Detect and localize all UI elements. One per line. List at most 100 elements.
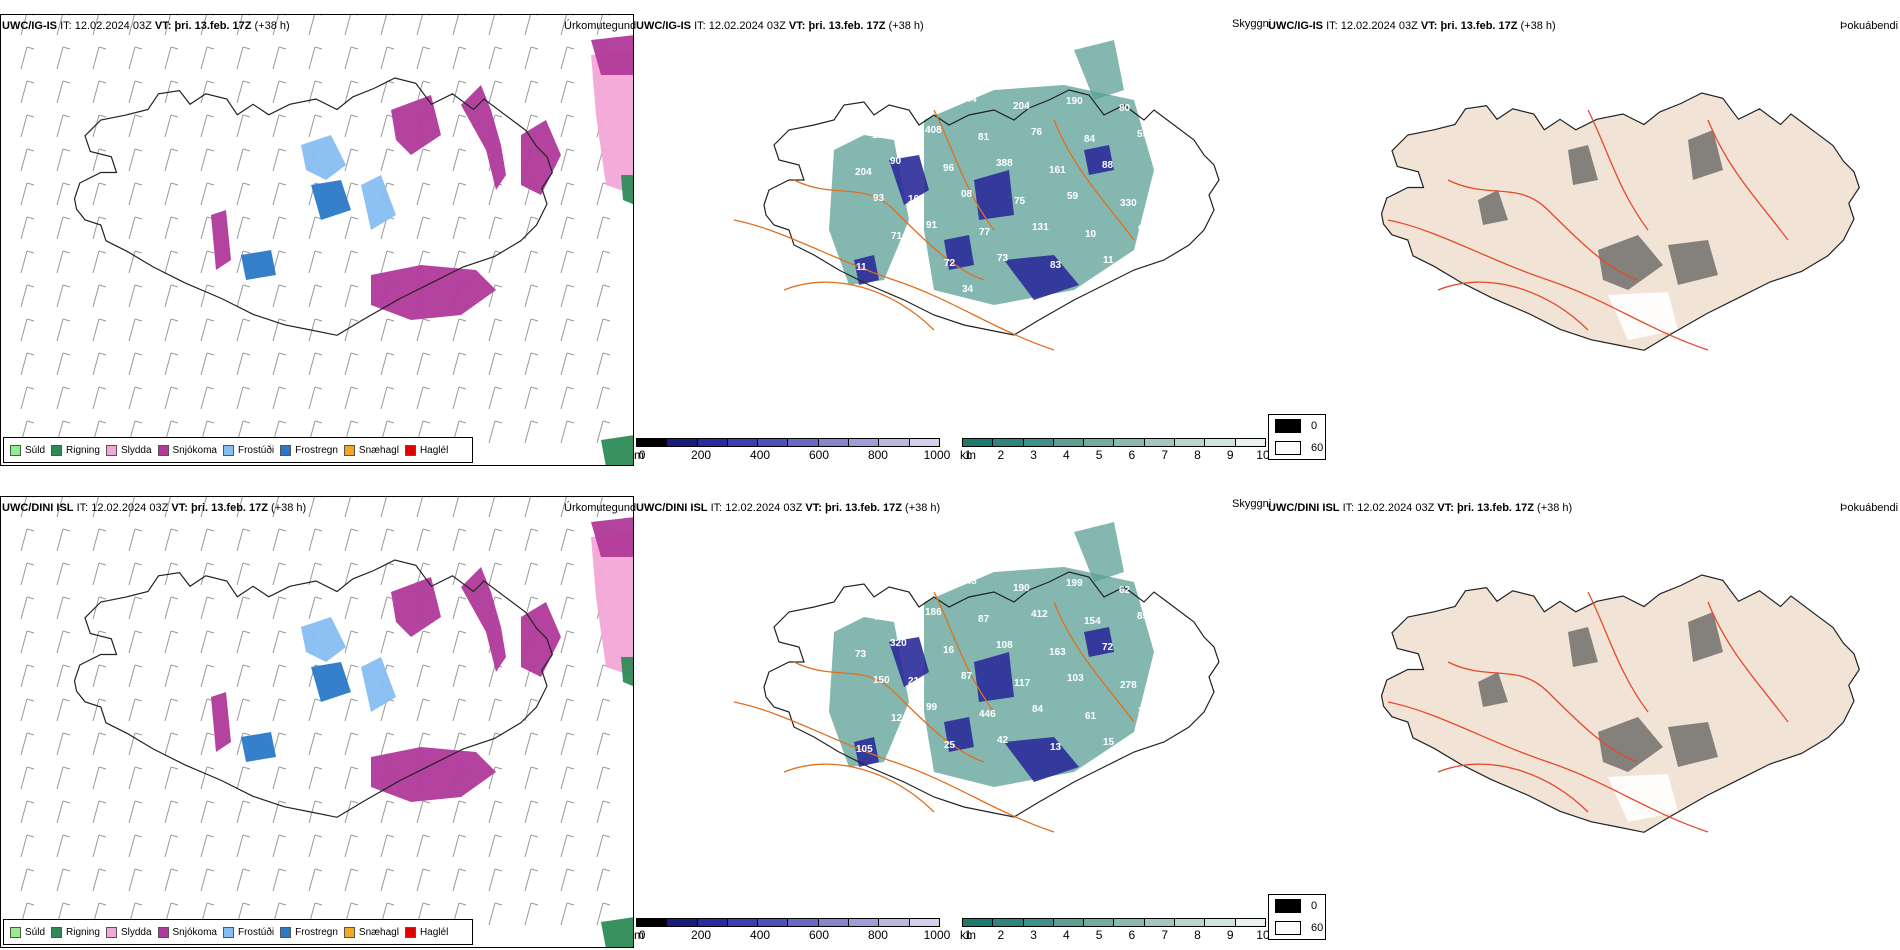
wind-barb (56, 698, 64, 722)
wind-barb (164, 766, 172, 790)
wind-barb-flag (206, 420, 215, 424)
forecast-offset: (+38 h) (905, 502, 941, 514)
wind-barb (524, 15, 531, 36)
wind-barb (92, 497, 99, 518)
wind-barb-flag (242, 250, 251, 254)
wind-barb-flag (26, 46, 35, 50)
precip-area (211, 210, 231, 270)
precip-legend-item: Snæhagl (343, 444, 399, 456)
wind-barb (416, 528, 424, 552)
wind-barb-flag (386, 420, 395, 424)
wind-barb (344, 284, 352, 308)
wind-barb (344, 46, 352, 70)
wind-barb (272, 596, 280, 620)
wind-barb-flag (530, 596, 539, 600)
wind-barb (596, 732, 604, 756)
wind-barb (452, 352, 460, 376)
wind-barb (560, 148, 568, 172)
wind-barb (524, 46, 532, 70)
wind-barb (596, 216, 604, 240)
wind-barb (236, 868, 244, 892)
wind-barb (344, 528, 352, 552)
wind-barb (380, 630, 388, 654)
wind-barb (452, 664, 460, 688)
wind-barb-flag (350, 250, 359, 254)
colorbar-tick: 8 (1194, 448, 1201, 462)
wind-barb (56, 318, 64, 342)
cloud-base-value: 367 (907, 581, 924, 592)
cloud-base-value: 243 (960, 576, 977, 587)
legend-swatch (10, 926, 21, 938)
wind-barb (164, 250, 172, 274)
wind-barb (272, 182, 280, 206)
wind-barb (596, 698, 604, 722)
precip-title: Úrkomutegund (564, 502, 637, 514)
wind-barb (308, 386, 316, 410)
wind-barb-flag (26, 80, 35, 84)
wind-barb (524, 284, 532, 308)
wind-barb-flag (170, 868, 179, 872)
wind-barb (164, 528, 172, 552)
colorbar-unit: m (634, 448, 644, 462)
cloud-base-value: 161 (1049, 165, 1066, 176)
wind-barb (596, 766, 604, 790)
road-line (1447, 179, 1639, 281)
wind-barb (128, 386, 136, 410)
wind-barb-flag (350, 732, 359, 736)
wind-barb-flag (98, 596, 107, 600)
visibility-colorbar: 1 2 3 4 5 6 7 8 9 10 km (960, 918, 1270, 948)
colorbar-tick: 3 (1030, 448, 1037, 462)
colorbar-cell (1114, 919, 1145, 926)
wind-barb (488, 15, 495, 36)
visibility-area (829, 135, 909, 285)
wind-barb (56, 386, 64, 410)
wind-barb-flag (530, 250, 539, 254)
wind-barb-flag (530, 528, 539, 532)
wind-barb (380, 868, 388, 892)
legend-swatch (280, 926, 292, 938)
wind-barb-flag (602, 284, 611, 288)
colorbar-cell (1235, 919, 1265, 926)
wind-barb-flag (278, 284, 287, 288)
colorbar-cell (1144, 919, 1176, 926)
wind-barb (560, 386, 568, 410)
wind-barb-flag (98, 114, 107, 118)
wind-barb-flag (314, 800, 323, 804)
wind-barb-flag (566, 114, 575, 118)
wind-barb-flag (206, 386, 215, 390)
wind-barb-flag (566, 800, 575, 804)
wind-barb (308, 15, 315, 36)
wind-barb-flag (26, 868, 35, 872)
wind-barb (56, 528, 64, 552)
it-label: IT: (60, 20, 72, 32)
cloud-base-value: 16 (943, 645, 955, 656)
cloud-base-value: 13 (1050, 742, 1062, 753)
wind-barb (128, 698, 136, 722)
wind-barb (308, 596, 316, 620)
wind-barb (92, 732, 100, 756)
colorbar-cell (758, 919, 789, 926)
precip-area (591, 35, 633, 75)
wind-barb-flag (314, 420, 323, 424)
wind-barb-flag (566, 352, 575, 356)
precip-area (391, 577, 441, 637)
vt-value: þri. 13.feb. 17Z (824, 502, 902, 514)
wind-barb-flag (386, 868, 395, 872)
wind-barb-flag (530, 698, 539, 702)
wind-barb-flag (350, 148, 359, 152)
wind-barb-flag (170, 284, 179, 288)
colorbar-unit: km (960, 928, 976, 942)
cloud-base-area (974, 170, 1014, 220)
wind-barb-flag (386, 318, 395, 322)
wind-barb (452, 528, 460, 552)
wind-barb-flag (278, 420, 287, 424)
cloud-base-value: 62 (1119, 585, 1131, 596)
legend-label: 0 (1311, 420, 1318, 432)
wind-barb-flag (26, 318, 35, 322)
wind-barb (20, 800, 28, 824)
wind-barb-flag (314, 352, 323, 356)
wind-barb-flag (278, 182, 287, 186)
wind-barb (128, 596, 136, 620)
wind-barb (20, 528, 28, 552)
